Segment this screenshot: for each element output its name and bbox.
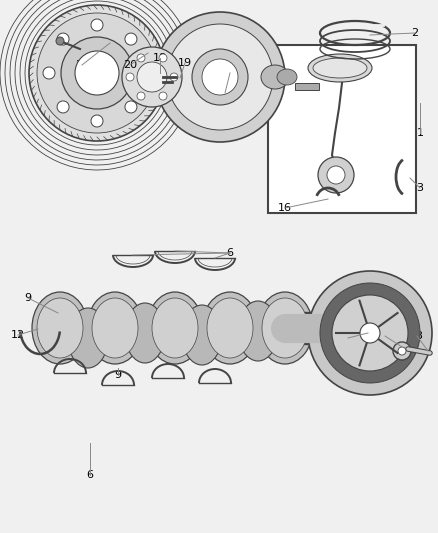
Ellipse shape — [238, 301, 278, 361]
Circle shape — [75, 51, 119, 95]
Ellipse shape — [125, 303, 165, 363]
Text: 6: 6 — [226, 248, 233, 258]
Bar — [295, 83, 319, 90]
Circle shape — [159, 92, 167, 100]
Circle shape — [320, 283, 420, 383]
Circle shape — [139, 67, 151, 79]
Circle shape — [308, 271, 432, 395]
Text: 9: 9 — [25, 293, 32, 303]
Circle shape — [192, 49, 248, 105]
Text: 9: 9 — [114, 370, 122, 380]
Circle shape — [398, 347, 406, 355]
Ellipse shape — [152, 298, 198, 358]
Circle shape — [137, 62, 167, 92]
Circle shape — [61, 37, 133, 109]
Ellipse shape — [92, 298, 138, 358]
Ellipse shape — [202, 292, 258, 364]
Text: 12: 12 — [11, 330, 25, 340]
Circle shape — [167, 24, 273, 130]
Text: 13: 13 — [410, 331, 424, 341]
Text: 19: 19 — [178, 58, 192, 68]
Text: 18: 18 — [153, 53, 167, 63]
Text: 17: 17 — [223, 68, 237, 78]
Circle shape — [91, 19, 103, 31]
Circle shape — [170, 73, 178, 81]
Ellipse shape — [257, 292, 313, 364]
Text: 2: 2 — [411, 28, 419, 38]
Ellipse shape — [87, 292, 143, 364]
Circle shape — [137, 92, 145, 100]
Text: 16: 16 — [278, 203, 292, 213]
Ellipse shape — [262, 298, 308, 358]
Text: 20: 20 — [123, 60, 137, 70]
Text: 21: 21 — [75, 60, 89, 70]
Ellipse shape — [68, 308, 108, 368]
Circle shape — [122, 47, 182, 107]
Text: 3: 3 — [417, 183, 424, 193]
Ellipse shape — [182, 305, 222, 365]
Circle shape — [155, 12, 285, 142]
Ellipse shape — [147, 292, 203, 364]
Circle shape — [327, 166, 345, 184]
Circle shape — [125, 33, 137, 45]
Circle shape — [126, 73, 134, 81]
Text: 15: 15 — [341, 333, 355, 343]
Circle shape — [360, 323, 380, 343]
Circle shape — [137, 54, 145, 62]
Circle shape — [159, 54, 167, 62]
Circle shape — [91, 115, 103, 127]
Circle shape — [43, 67, 55, 79]
Circle shape — [318, 157, 354, 193]
Circle shape — [56, 37, 64, 45]
Ellipse shape — [313, 58, 367, 78]
Circle shape — [57, 101, 69, 113]
Ellipse shape — [308, 54, 372, 82]
Circle shape — [29, 5, 165, 141]
Text: 14: 14 — [378, 331, 392, 341]
Text: 1: 1 — [417, 128, 424, 138]
Circle shape — [332, 295, 408, 371]
Circle shape — [57, 33, 69, 45]
Text: 6: 6 — [86, 470, 93, 480]
Bar — [268, 45, 416, 213]
Ellipse shape — [207, 298, 253, 358]
Circle shape — [202, 59, 238, 95]
Circle shape — [125, 101, 137, 113]
Ellipse shape — [261, 65, 289, 89]
Ellipse shape — [277, 69, 297, 85]
Circle shape — [393, 342, 411, 360]
Circle shape — [37, 13, 157, 133]
Ellipse shape — [37, 298, 83, 358]
Ellipse shape — [32, 292, 88, 364]
